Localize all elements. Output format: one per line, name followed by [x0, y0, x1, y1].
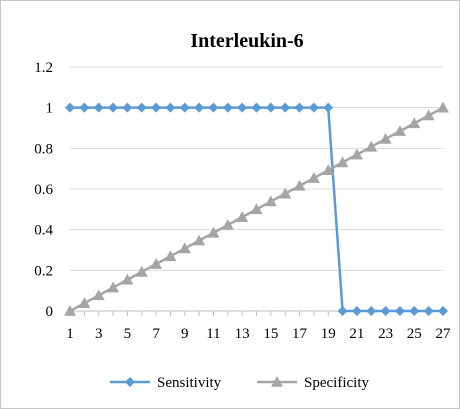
y-tick-label: 1.2 — [34, 60, 53, 76]
legend-marker-sensitivity — [125, 377, 135, 387]
x-tick-label: 27 — [436, 326, 452, 342]
data-point-specificity — [193, 234, 206, 246]
x-tick-label: 5 — [124, 326, 132, 342]
data-point-sensitivity — [394, 306, 405, 316]
x-tick-label: 15 — [263, 326, 278, 342]
data-point-sensitivity — [423, 306, 434, 316]
x-tick-label: 17 — [292, 326, 308, 342]
data-point-specificity — [293, 179, 306, 191]
y-tick-label: 1 — [46, 101, 54, 117]
y-tick-label: 0.6 — [34, 182, 53, 198]
data-point-specificity — [164, 250, 177, 262]
x-tick-label: 25 — [407, 326, 422, 342]
data-point-specificity — [107, 281, 120, 293]
data-point-specificity — [422, 109, 435, 121]
data-point-sensitivity — [294, 102, 305, 113]
data-point-specificity — [178, 242, 191, 254]
legend-label-sensitivity: Sensitivity — [157, 375, 222, 391]
data-point-sensitivity — [93, 102, 104, 113]
y-tick-label: 0.2 — [34, 263, 53, 279]
data-point-sensitivity — [122, 102, 133, 113]
axes: 00.20.40.60.811.21 3 5 7 9 11 13 15 17 19 21 23 25 27 — [34, 60, 451, 342]
data-point-specificity — [307, 172, 320, 183]
x-tick-label: 13 — [235, 326, 250, 342]
data-point-specificity — [379, 132, 392, 144]
data-point-specificity — [121, 273, 134, 285]
x-tick-label: 21 — [349, 326, 364, 342]
data-point-specificity — [135, 265, 148, 277]
data-point-sensitivity — [380, 306, 391, 316]
gridlines — [70, 66, 443, 271]
data-point-specificity — [221, 218, 234, 230]
data-point-specificity — [236, 211, 249, 222]
data-point-sensitivity — [208, 102, 219, 113]
x-tick-label: 11 — [206, 326, 220, 342]
x-tick-label: 23 — [378, 326, 393, 342]
data-point-specificity — [408, 117, 421, 129]
data-point-sensitivity — [65, 102, 75, 113]
data-point-specificity — [336, 156, 349, 168]
legend: Sensitivity Specificity — [110, 375, 369, 391]
data-point-specificity — [207, 226, 220, 238]
data-point-sensitivity — [337, 306, 348, 316]
x-tick-label: 7 — [152, 326, 160, 342]
data-point-sensitivity — [409, 306, 420, 316]
legend-marker-specificity — [271, 376, 283, 387]
data-point-sensitivity — [366, 306, 377, 316]
x-tick-label: 9 — [181, 326, 189, 342]
data-point-specificity — [64, 305, 76, 316]
data-point-sensitivity — [351, 306, 362, 316]
y-tick-label: 0.8 — [34, 141, 53, 157]
x-tick-label: 1 — [66, 326, 74, 342]
data-point-specificity — [78, 297, 91, 308]
data-point-sensitivity — [79, 102, 90, 113]
data-point-specificity — [393, 125, 406, 136]
data-point-specificity — [150, 258, 163, 269]
chart-title: Interleukin-6 — [190, 30, 303, 52]
data-point-sensitivity — [165, 102, 176, 113]
data-point-specificity — [250, 203, 263, 215]
data-point-sensitivity — [194, 102, 205, 113]
y-tick-label: 0.4 — [34, 223, 53, 239]
x-tick-label: 19 — [321, 326, 336, 342]
y-tick-label: 0 — [46, 304, 54, 320]
legend-label-specificity: Specificity — [304, 375, 369, 391]
data-point-sensitivity — [151, 102, 162, 113]
data-point-sensitivity — [237, 102, 248, 113]
data-point-specificity — [437, 101, 449, 113]
data-point-sensitivity — [108, 102, 119, 113]
data-point-sensitivity — [308, 102, 319, 113]
data-point-specificity — [92, 289, 105, 301]
data-point-specificity — [365, 140, 378, 152]
data-point-specificity — [264, 195, 277, 207]
data-point-sensitivity — [179, 102, 190, 113]
data-point-sensitivity — [280, 102, 291, 113]
data-point-sensitivity — [222, 102, 233, 113]
data-point-sensitivity — [136, 102, 147, 113]
data-point-specificity — [279, 187, 292, 199]
data-point-sensitivity — [438, 306, 448, 316]
data-point-sensitivity — [251, 102, 262, 113]
series — [64, 101, 449, 316]
data-point-sensitivity — [265, 102, 276, 113]
data-point-specificity — [322, 164, 335, 176]
data-point-sensitivity — [323, 102, 334, 113]
x-tick-label: 3 — [95, 326, 103, 342]
data-point-specificity — [350, 148, 363, 160]
